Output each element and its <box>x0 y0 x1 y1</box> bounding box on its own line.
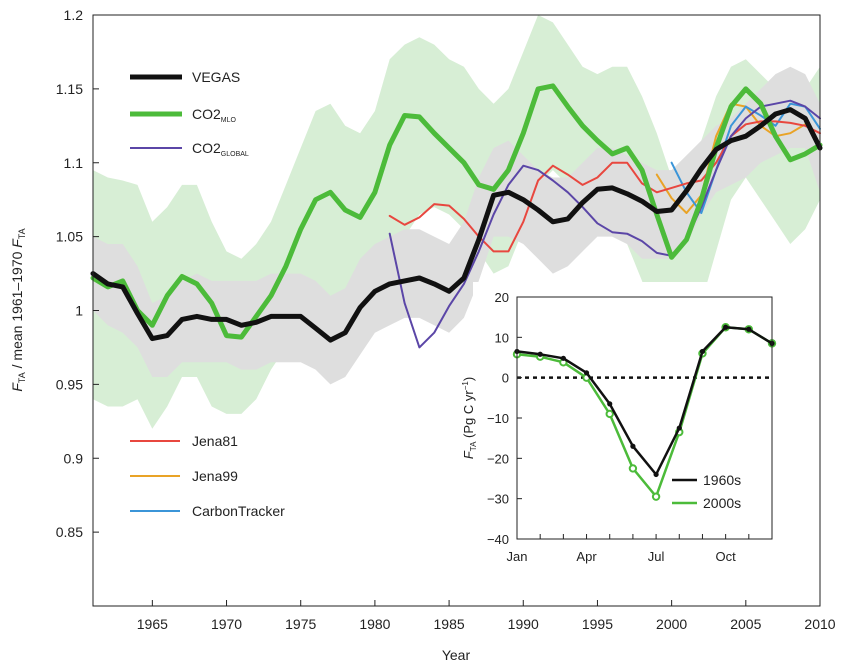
legend-label-co2-mlo: CO2MLO <box>192 106 237 124</box>
y-axis-title: FTA / mean 1961–1970 FTA <box>9 228 27 391</box>
x-axis-title: Year <box>442 647 471 663</box>
inset-x-tick-label: Jul <box>648 549 665 564</box>
x-tick-label: 1995 <box>582 616 613 632</box>
inset-line-1960s <box>516 326 773 476</box>
band-vegas-uncertainty <box>93 66 820 385</box>
x-tick-label: 1990 <box>508 616 539 632</box>
legend-label-carbontracker: CarbonTracker <box>192 503 285 519</box>
x-tick-label: 2010 <box>804 616 835 632</box>
inset-y-tick-label: −30 <box>487 492 509 507</box>
series-lines <box>90 83 823 349</box>
y-tick-label: 1.05 <box>56 229 83 245</box>
inset-point-1960s <box>699 348 706 355</box>
inset-background <box>473 282 811 575</box>
inset-y-tick-label: 20 <box>495 290 509 305</box>
y-axis-ticks: 0.85 0.9 0.95 1 1.05 1.1 1.15 1.2 <box>56 7 99 540</box>
x-axis-ticks: 1965 1970 1975 1980 1985 1990 1995 2000 2005 2010 <box>137 600 836 632</box>
inset-y-tick-label: −10 <box>487 411 509 426</box>
inset-chart: 20 10 0 −10 −20 −30 −40 Jan Apr Jul Oct FTA (Pg C… <box>461 282 811 575</box>
inset-point-2000s <box>605 409 614 419</box>
y-tick-label: 1.15 <box>56 81 83 97</box>
inset-point-1960s <box>607 401 613 407</box>
legend-label-vegas: VEGAS <box>192 69 240 85</box>
y-tick-label: 1.2 <box>64 7 84 23</box>
legend-label-co2-global: CO2GLOBAL <box>192 140 249 158</box>
x-tick-label: 1975 <box>285 616 316 632</box>
uncertainty-bands <box>93 15 820 429</box>
inset-x-tick-label: Jan <box>507 549 528 564</box>
series-line-co2-mlo <box>90 83 823 340</box>
y-tick-label: 1 <box>75 303 83 319</box>
inset-y-tick-label: 10 <box>495 330 509 345</box>
inset-point-2000s <box>651 492 661 501</box>
legend-bottom: Jena81 Jena99 CarbonTracker <box>130 433 285 519</box>
inset-point-1960s <box>537 351 543 357</box>
inset-legend-label-2000s: 2000s <box>703 495 741 511</box>
inset-y-tick-label: 0 <box>502 371 509 386</box>
x-tick-label: 1970 <box>211 616 242 632</box>
x-tick-label: 2005 <box>730 616 761 632</box>
inset-x-tick-label: Oct <box>716 549 737 564</box>
inset-y-ticks: 20 10 0 −10 −20 −30 −40 <box>487 290 522 547</box>
y-tick-label: 0.85 <box>56 524 83 540</box>
inset-point-1960s <box>723 324 729 330</box>
x-tick-label: 1980 <box>359 616 390 632</box>
series-line-jena81 <box>388 120 821 253</box>
x-tick-label: 1965 <box>137 616 168 632</box>
inset-point-1960s <box>630 443 636 449</box>
series-line-co2-global <box>388 99 821 349</box>
y-tick-label: 1.1 <box>64 155 84 171</box>
legend-label-jena99: Jena99 <box>192 468 238 484</box>
inset-y-tick-label: −40 <box>487 532 509 547</box>
legend-top: VEGAS CO2MLO CO2GLOBAL <box>130 69 249 158</box>
inset-point-1960s <box>560 355 566 361</box>
x-tick-label: 2000 <box>656 616 687 632</box>
x-tick-label: 1985 <box>434 616 465 632</box>
inset-x-ticks: Jan Apr Jul Oct <box>507 534 773 564</box>
legend-label-jena81: Jena81 <box>192 433 238 449</box>
inset-point-1960s <box>583 370 590 376</box>
series-line-vegas <box>90 107 823 343</box>
inset-point-2000s <box>628 464 638 473</box>
inset-point-1960s <box>676 425 682 431</box>
inset-y-tick-label: −20 <box>487 451 509 466</box>
y-tick-label: 0.9 <box>64 450 84 466</box>
inset-legend-label-1960s: 1960s <box>703 472 741 488</box>
y-tick-label: 0.95 <box>56 376 83 392</box>
inset-point-1960s <box>653 471 659 478</box>
inset-series <box>512 323 777 501</box>
inset-x-tick-label: Apr <box>576 549 597 564</box>
inset-point-1960s <box>746 326 752 332</box>
inset-y-axis-title: FTA (Pg C yr−1) <box>461 377 478 459</box>
